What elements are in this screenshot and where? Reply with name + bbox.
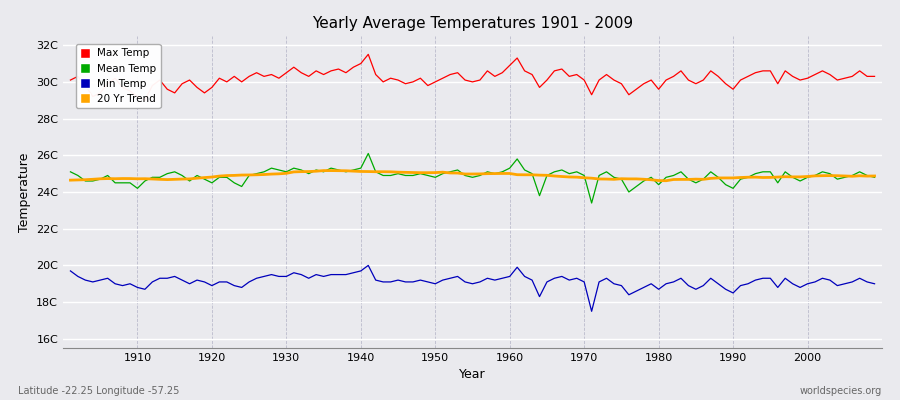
Text: worldspecies.org: worldspecies.org bbox=[800, 386, 882, 396]
Title: Yearly Average Temperatures 1901 - 2009: Yearly Average Temperatures 1901 - 2009 bbox=[312, 16, 633, 31]
Text: Latitude -22.25 Longitude -57.25: Latitude -22.25 Longitude -57.25 bbox=[18, 386, 179, 396]
X-axis label: Year: Year bbox=[459, 368, 486, 382]
Legend: Max Temp, Mean Temp, Min Temp, 20 Yr Trend: Max Temp, Mean Temp, Min Temp, 20 Yr Tre… bbox=[76, 44, 160, 108]
Y-axis label: Temperature: Temperature bbox=[18, 152, 31, 232]
